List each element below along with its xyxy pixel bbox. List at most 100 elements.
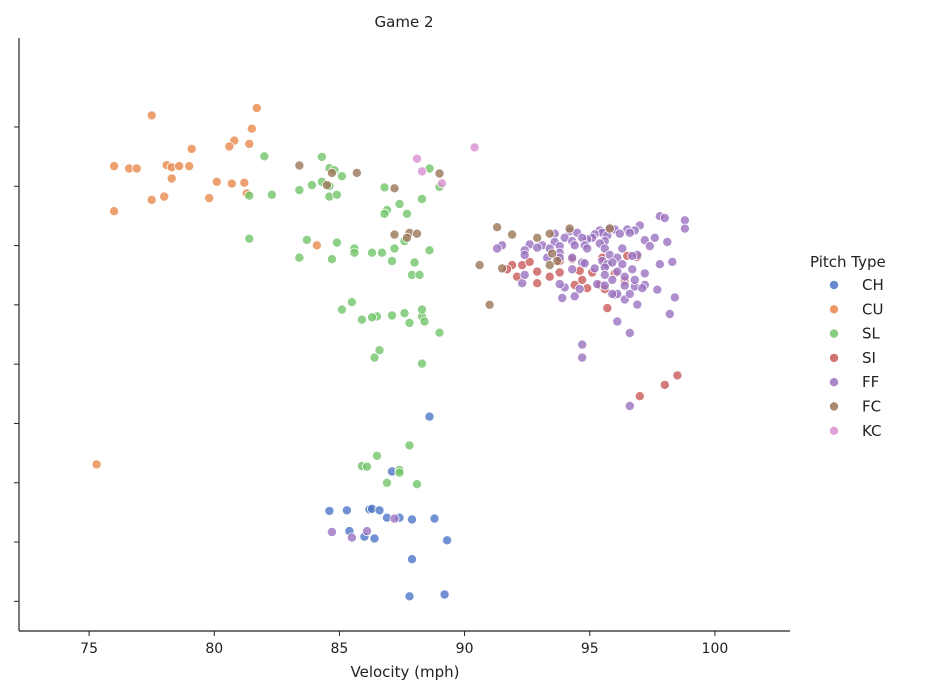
point-sl xyxy=(389,243,400,254)
point-cu xyxy=(204,193,215,204)
point-ff xyxy=(567,252,578,263)
point-sl xyxy=(379,208,390,219)
point-cu xyxy=(91,459,102,470)
legend: CH CU SL SI FF FC KC xyxy=(829,276,884,440)
point-ff xyxy=(326,527,337,538)
point-sl xyxy=(374,345,385,356)
point-fc xyxy=(411,228,422,239)
x-ticks: 75 80 85 90 95 100 xyxy=(80,631,728,657)
point-sl xyxy=(346,297,357,308)
x-tick-label: 75 xyxy=(80,641,98,657)
point-fc xyxy=(564,223,575,234)
point-si xyxy=(544,271,555,282)
point-ff xyxy=(662,236,673,247)
point-ch xyxy=(324,505,335,516)
point-fc xyxy=(389,183,400,194)
point-fc xyxy=(321,180,332,191)
point-ff xyxy=(554,279,565,290)
x-tick-label: 90 xyxy=(456,641,474,657)
point-ff xyxy=(659,212,670,223)
point-sl xyxy=(356,314,367,325)
point-sl xyxy=(409,257,420,268)
point-ff xyxy=(599,269,610,280)
point-ff xyxy=(612,316,623,327)
chart-title: Game 2 xyxy=(375,13,434,31)
point-cu xyxy=(251,103,262,114)
point-cu xyxy=(224,141,235,152)
point-si xyxy=(554,267,565,278)
point-ff xyxy=(624,288,635,299)
point-sl xyxy=(294,252,305,263)
point-sl xyxy=(394,467,405,478)
point-ff xyxy=(632,299,643,310)
legend-label-sl: SL xyxy=(862,325,881,343)
point-cu xyxy=(174,161,185,172)
point-ch xyxy=(341,505,352,516)
point-fc xyxy=(497,263,508,274)
point-sl xyxy=(306,180,317,191)
point-fc xyxy=(544,260,555,271)
x-tick-label: 85 xyxy=(331,641,349,657)
point-cu xyxy=(244,138,255,149)
point-sl xyxy=(394,198,405,209)
point-sl xyxy=(434,327,445,338)
point-cu xyxy=(146,194,157,205)
point-si xyxy=(659,379,670,390)
point-sl xyxy=(294,185,305,196)
point-ff xyxy=(619,271,630,282)
series-fc xyxy=(294,160,615,310)
point-ff xyxy=(569,240,580,251)
point-sl xyxy=(259,151,270,162)
point-fc xyxy=(294,160,305,171)
point-si xyxy=(577,274,588,285)
point-ff xyxy=(627,250,638,261)
x-axis-title: Velocity (mph) xyxy=(351,663,460,681)
point-ff xyxy=(574,284,585,295)
point-kc xyxy=(411,153,422,164)
point-cu xyxy=(109,206,120,217)
point-sl xyxy=(419,316,430,327)
point-cu xyxy=(146,110,157,121)
point-ff xyxy=(569,291,580,302)
legend-label-ch: CH xyxy=(862,276,884,294)
legend-label-kc: KC xyxy=(862,422,882,440)
point-cu xyxy=(184,161,195,172)
point-ff xyxy=(607,257,618,268)
x-tick-label: 95 xyxy=(581,641,599,657)
point-ch xyxy=(369,533,380,544)
point-sl xyxy=(379,182,390,193)
point-ff xyxy=(614,228,625,239)
point-kc xyxy=(469,142,480,153)
point-sl xyxy=(371,450,382,461)
x-tick-label: 100 xyxy=(702,641,729,657)
point-ff xyxy=(607,288,618,299)
point-sl xyxy=(366,247,377,258)
legend-marker-ff xyxy=(829,377,840,388)
point-ff xyxy=(346,532,357,543)
point-si xyxy=(532,278,543,289)
x-tick-label: 80 xyxy=(205,641,223,657)
point-sl xyxy=(414,269,425,280)
point-ff xyxy=(679,223,690,234)
point-ff xyxy=(589,263,600,274)
point-kc xyxy=(436,178,447,189)
legend-label-cu: CU xyxy=(862,300,883,318)
point-sl xyxy=(369,352,380,363)
point-ff xyxy=(639,268,650,279)
series-ff xyxy=(326,211,690,543)
point-fc xyxy=(474,260,485,271)
point-fc xyxy=(552,255,563,266)
point-ff xyxy=(617,259,628,270)
point-ch xyxy=(406,514,417,525)
point-ff xyxy=(519,249,530,260)
point-sl xyxy=(361,461,372,472)
point-sl xyxy=(316,151,327,162)
point-ff xyxy=(579,258,590,269)
point-ff xyxy=(669,292,680,303)
point-ff xyxy=(649,232,660,243)
point-sl xyxy=(381,477,392,488)
legend-marker-si xyxy=(829,352,840,363)
series-sl xyxy=(244,151,445,490)
point-ff xyxy=(664,308,675,319)
points-layer xyxy=(91,103,690,602)
